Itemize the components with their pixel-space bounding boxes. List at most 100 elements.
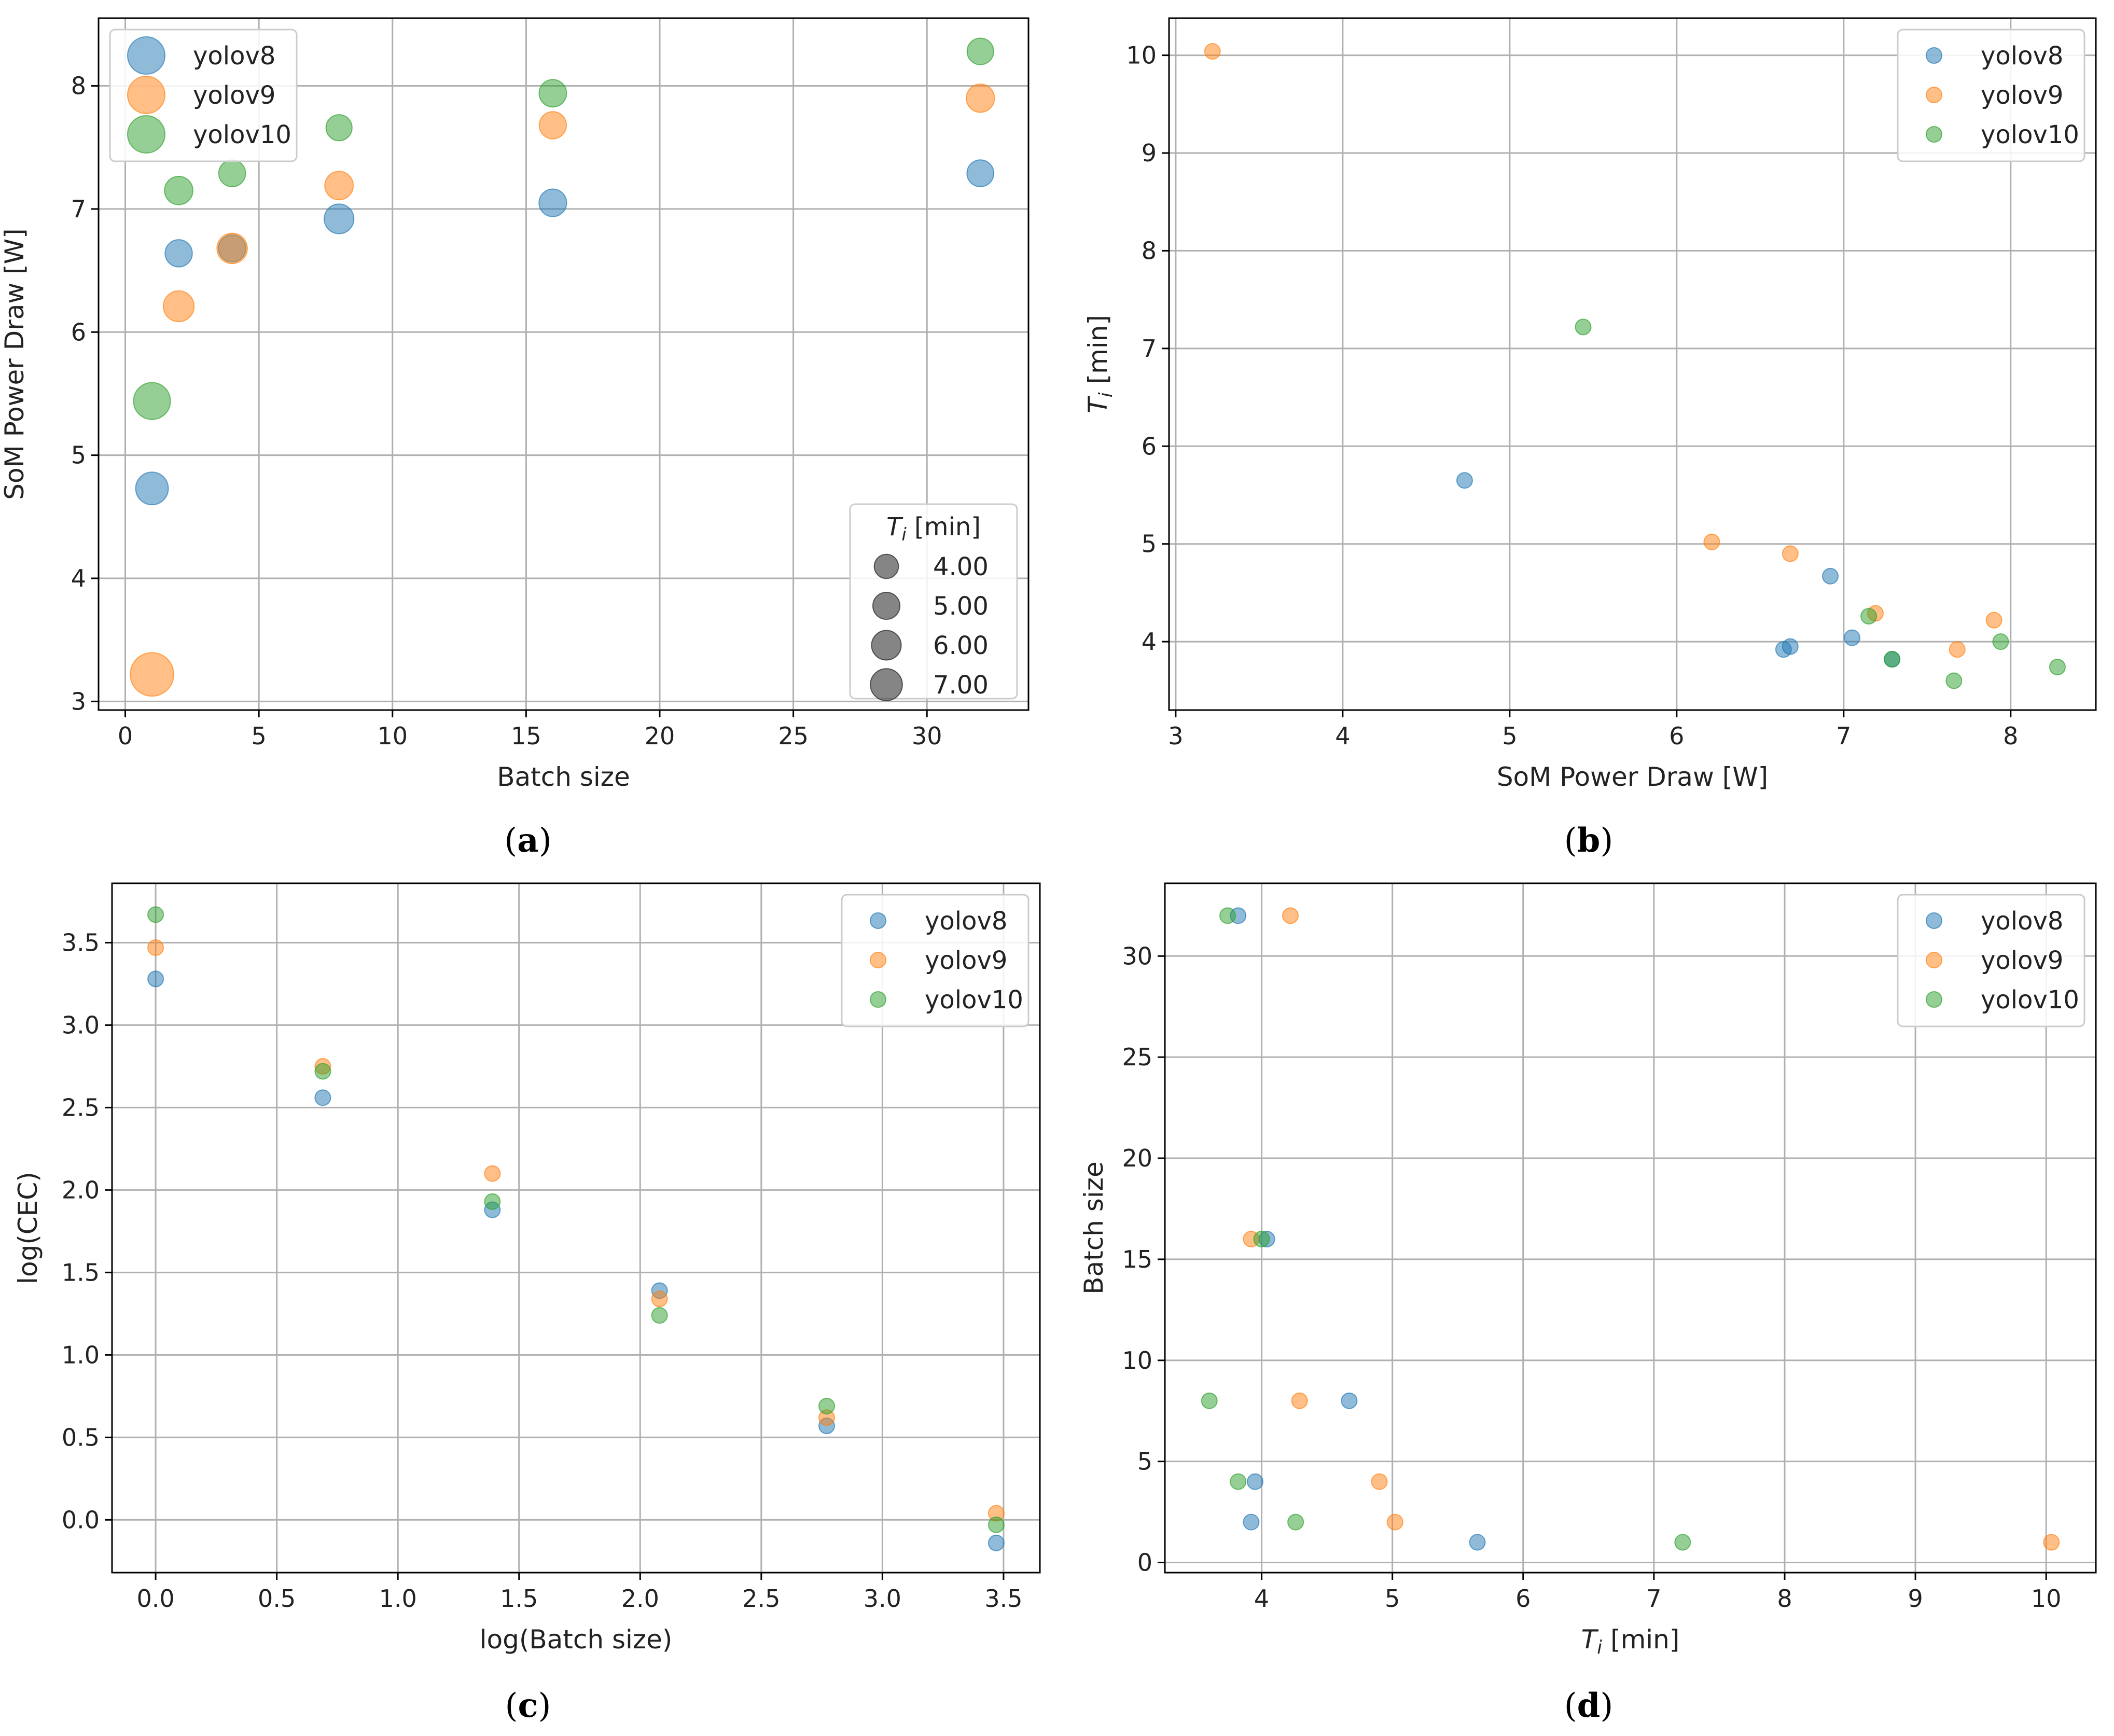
size-legend-marker bbox=[872, 591, 901, 620]
legend-label-yolov9: yolov9 bbox=[193, 81, 275, 110]
y-axis-label: log(CEC) bbox=[13, 1172, 43, 1284]
y-tick-label: 9 bbox=[1142, 139, 1157, 167]
y-tick-label: 6 bbox=[71, 318, 86, 346]
legend-marker-yolov10 bbox=[127, 115, 165, 154]
point-yolov10 bbox=[325, 114, 353, 142]
point-yolov8 bbox=[1456, 472, 1473, 489]
legend-box bbox=[1897, 894, 2085, 1027]
legend-marker-yolov8 bbox=[1926, 912, 1942, 929]
x-tick-label: 5 bbox=[251, 722, 266, 750]
x-tick-label: 3 bbox=[1168, 722, 1183, 750]
plot-frame bbox=[98, 17, 1030, 711]
x-tick-label: 6 bbox=[1515, 1585, 1531, 1613]
y-axis-label: SoM Power Draw [W] bbox=[0, 228, 30, 499]
legend: yolov8 yolov9 yolov10 bbox=[109, 29, 298, 162]
point-yolov8 bbox=[1341, 1392, 1358, 1409]
caption-close-paren: ) bbox=[1600, 1687, 1613, 1725]
x-tick-label: 2.0 bbox=[621, 1585, 659, 1613]
x-axis-label-symbol: T bbox=[1581, 1624, 1599, 1655]
legend: yolov8 yolov9 yolov10 bbox=[841, 894, 1030, 1027]
caption-letter: d bbox=[1577, 1686, 1601, 1725]
point-yolov9 bbox=[1282, 907, 1299, 924]
point-yolov10 bbox=[1945, 672, 1963, 689]
legend-marker-yolov10 bbox=[870, 991, 886, 1008]
point-yolov10 bbox=[1860, 608, 1877, 625]
point-yolov10 bbox=[1575, 318, 1592, 336]
size-legend-marker bbox=[870, 668, 903, 701]
legend-marker-yolov9 bbox=[1926, 87, 1942, 103]
x-axis-label: SoM Power Draw [W] bbox=[1497, 762, 1768, 792]
point-yolov9 bbox=[966, 84, 995, 113]
x-tick-label: 3.5 bbox=[984, 1585, 1022, 1613]
y-axis-label-unit: [min] bbox=[1083, 315, 1113, 392]
y-tick-label: 20 bbox=[1122, 1144, 1152, 1172]
caption-letter: a bbox=[517, 821, 538, 860]
size-legend: Ti [min] 4.00 5.00 6.00 7.00 bbox=[849, 503, 1018, 701]
point-yolov8 bbox=[164, 239, 193, 268]
point-yolov10 bbox=[133, 382, 171, 420]
y-tick-label: 0.5 bbox=[62, 1423, 100, 1451]
legend-label-yolov10: yolov10 bbox=[925, 985, 1023, 1015]
legend-label-yolov8: yolov8 bbox=[1981, 41, 2063, 71]
y-axis-label: Ti [min] bbox=[1083, 315, 1117, 413]
y-axis-label-symbol: T bbox=[1083, 396, 1113, 413]
y-tick-label: 5 bbox=[71, 441, 86, 469]
y-tick-label: 4 bbox=[1142, 628, 1157, 656]
x-tick-label: 15 bbox=[511, 722, 541, 750]
point-yolov10 bbox=[147, 906, 164, 923]
legend-label-yolov9: yolov9 bbox=[1981, 946, 2063, 975]
point-yolov10 bbox=[651, 1307, 668, 1324]
x-tick-label: 8 bbox=[1777, 1585, 1792, 1613]
caption-close-paren: ) bbox=[1600, 822, 1613, 860]
x-tick-label: 7 bbox=[1836, 722, 1851, 750]
plot-frame bbox=[1164, 882, 2097, 1574]
point-yolov9 bbox=[1782, 545, 1799, 562]
point-yolov9 bbox=[1204, 43, 1221, 60]
point-yolov10 bbox=[2049, 659, 2066, 676]
chart-panel-b: 3 4 5 6 7 8 4 5 6 7 8 9 10 SoM Power Draw [W] Ti [min]… bbox=[1083, 17, 2097, 860]
legend-marker-yolov9 bbox=[127, 76, 165, 114]
legend-marker-yolov8 bbox=[870, 912, 886, 929]
y-tick-label: 3.5 bbox=[62, 928, 100, 956]
y-tick-label: 4 bbox=[71, 564, 86, 592]
y-tick-label: 6 bbox=[1142, 432, 1157, 460]
y-tick-label: 3.0 bbox=[62, 1011, 100, 1039]
size-legend-label: 5.00 bbox=[933, 592, 989, 621]
size-legend-label: 7.00 bbox=[933, 671, 989, 700]
point-yolov8 bbox=[314, 1089, 331, 1106]
x-tick-label: 5 bbox=[1385, 1585, 1400, 1613]
point-yolov10 bbox=[538, 79, 567, 108]
legend: yolov8 yolov9 yolov10 bbox=[1897, 29, 2085, 162]
x-tick-label: 25 bbox=[778, 722, 809, 750]
chart-panel-d: 4 5 6 7 8 9 10 0 5 10 15 20 25 30 Ti [min] Batch size yo… bbox=[1079, 882, 2097, 1725]
point-yolov10 bbox=[1674, 1534, 1691, 1551]
legend-label-yolov10: yolov10 bbox=[1981, 985, 2079, 1015]
point-yolov9 bbox=[1985, 612, 2002, 629]
caption-open-paren: ( bbox=[1564, 1687, 1577, 1725]
y-tick-label: 5 bbox=[1142, 530, 1157, 558]
panel-caption: (d) bbox=[1564, 1686, 1614, 1725]
point-yolov8 bbox=[966, 159, 995, 187]
legend-marker-yolov9 bbox=[1926, 952, 1942, 968]
chart-panel-a: 0 5 10 15 20 25 30 3 4 5 6 7 8 Batch size SoM Power Dr… bbox=[0, 17, 1030, 860]
size-legend-label: 6.00 bbox=[933, 631, 989, 660]
legend-marker-yolov10 bbox=[1926, 126, 1942, 143]
point-yolov9 bbox=[1703, 533, 1720, 550]
legend: yolov8 yolov9 yolov10 bbox=[1897, 894, 2085, 1027]
x-axis-label: log(Batch size) bbox=[480, 1624, 673, 1655]
point-yolov8 bbox=[147, 970, 164, 988]
x-tick-label: 1.0 bbox=[379, 1585, 417, 1613]
point-yolov8 bbox=[538, 188, 567, 217]
point-yolov9 bbox=[216, 232, 248, 265]
point-yolov10 bbox=[1287, 1513, 1304, 1531]
legend-marker-yolov8 bbox=[1926, 47, 1942, 64]
point-yolov9 bbox=[651, 1290, 668, 1308]
legend-box bbox=[841, 894, 1030, 1027]
x-axis-label: Ti [min] bbox=[1581, 1624, 1680, 1658]
x-tick-label: 0 bbox=[118, 722, 133, 750]
point-yolov10 bbox=[1230, 1473, 1247, 1490]
point-yolov10 bbox=[988, 1516, 1005, 1533]
caption-close-paren: ) bbox=[539, 822, 552, 860]
y-tick-label: 25 bbox=[1122, 1043, 1152, 1071]
